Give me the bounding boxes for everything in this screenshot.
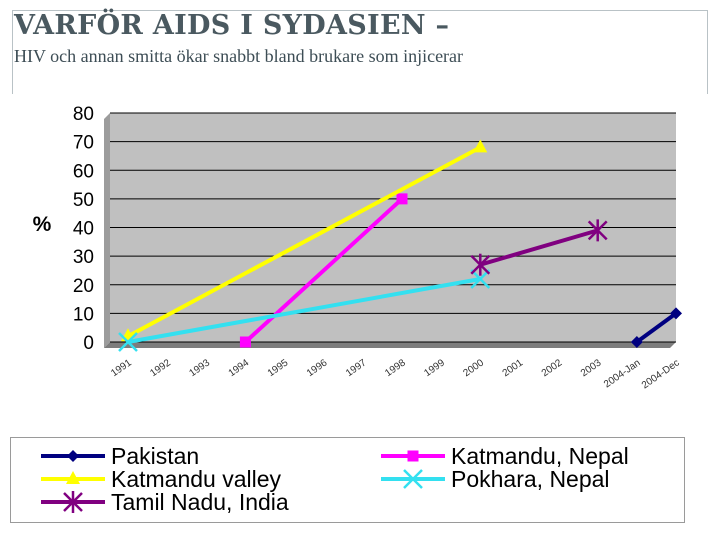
x-tick-label-1996: 1996 [305,357,330,379]
x-tick-label-1993: 1993 [187,357,212,379]
data-point-tamil-nadu-india-2003 [587,219,608,242]
series-pakistan [630,307,682,348]
legend-label-katmandu-valley: Katmandu valley [111,466,282,492]
y-tick-label-50: 50 [73,190,94,211]
series-pokhara-nepal [118,269,491,352]
x-tick-label-2004-jan: 2004-Jan [602,357,642,390]
data-point-tamil-nadu-india-2000 [470,253,491,276]
legend-marker-pokhara-nepal [403,469,423,489]
chart-legend: Pakistan Katmandu, Nepal Katmandu valley Po… [10,437,685,523]
legend-marker-tamil-nadu-india [63,491,83,513]
x-tick-label-1992: 1992 [148,357,173,379]
x-tick-label-2000: 2000 [461,357,486,379]
data-point-pokhara-nepal-2000-stroke-b [470,269,491,289]
data-point-pokhara-nepal-1991 [118,332,138,352]
data-point-pakistan-2004-dec [670,307,682,320]
slide-subtitle: HIV och annan smitta ökar snabbt bland b… [14,46,464,66]
legend-marker-katmandu-valley [66,471,80,484]
slide-title: VARFÖR AIDS I SYDASIEN – [14,10,450,41]
y-tick-label-40: 40 [73,219,94,240]
y-tick-label-80: 80 [73,104,94,125]
legend-label-katmandu-nepal: Katmandu, Nepal [451,443,629,469]
legend-entry-pokhara-nepal: Pokhara, Nepal [381,466,610,492]
data-point-katmandu-nepal-1998 [396,193,408,205]
series-line-tamil-nadu-india [479,228,599,267]
y-tick-label-70: 70 [73,133,94,154]
plot-floor [104,342,676,348]
series-tamil-nadu-india [470,219,608,276]
data-point-pokhara-nepal-2000 [470,269,491,289]
series-line-pakistan [635,311,678,344]
x-tick-label-2001: 2001 [501,357,526,379]
chart-area: 0 10 20 30 40 50 60 70 80% 1991 1992 1993 1994 1995 19… [0,95,720,540]
legend-entry-katmandu-nepal: Katmandu, Nepal [381,443,629,469]
series-line-katmandu-valley [127,145,482,339]
data-point-pakistan-2004-jan [630,336,643,348]
data-point-katmandu-nepal-1994 [239,336,251,348]
data-point-katmandu-valley-2000 [473,139,488,153]
data-point-pokhara-nepal-1991-stroke-b [118,332,138,352]
legend-entry-tamil-nadu-india: Tamil Nadu, India [41,489,289,515]
legend-marker-katmandu-nepal [407,450,419,462]
legend-marker-pakistan [67,450,79,462]
x-tick-label-1994: 1994 [227,357,252,379]
y-tick-label-0: 0 [83,333,94,354]
x-tick-label-1997: 1997 [344,357,369,379]
slide-header [12,10,708,94]
legend-marker-pokhara-nepal-stroke-b [403,469,423,489]
x-tick-label-1999: 1999 [422,357,447,379]
legend-entry-pakistan: Pakistan [41,443,199,469]
y-tick-label-60: 60 [73,161,94,182]
legend-entry-katmandu-valley: Katmandu valley [41,466,282,492]
legend-label-pakistan: Pakistan [111,443,199,469]
plot-side-wall [104,113,110,348]
x-tick-label-1991: 1991 [109,357,134,379]
legend-label-tamil-nadu-india: Tamil Nadu, India [111,489,289,515]
legend-label-pokhara-nepal: Pokhara, Nepal [451,466,610,492]
line-chart: 0 10 20 30 40 50 60 70 80% 1991 1992 1993 1994 1995 19… [33,104,682,391]
x-tick-label-2004-dec: 2004-Dec [640,357,682,391]
y-axis-label: % [33,213,52,236]
x-tick-label-1995: 1995 [266,357,291,379]
y-tick-label-20: 20 [73,276,94,297]
y-tick-label-30: 30 [73,247,94,268]
legend-canvas: Pakistan Katmandu, Nepal Katmandu valley Po… [41,443,629,515]
x-tick-label-2002: 2002 [540,357,565,379]
x-tick-label-2003: 2003 [579,357,604,379]
series-line-pokhara-nepal [127,277,481,344]
y-tick-label-10: 10 [73,304,94,325]
x-tick-label-1998: 1998 [383,357,408,379]
